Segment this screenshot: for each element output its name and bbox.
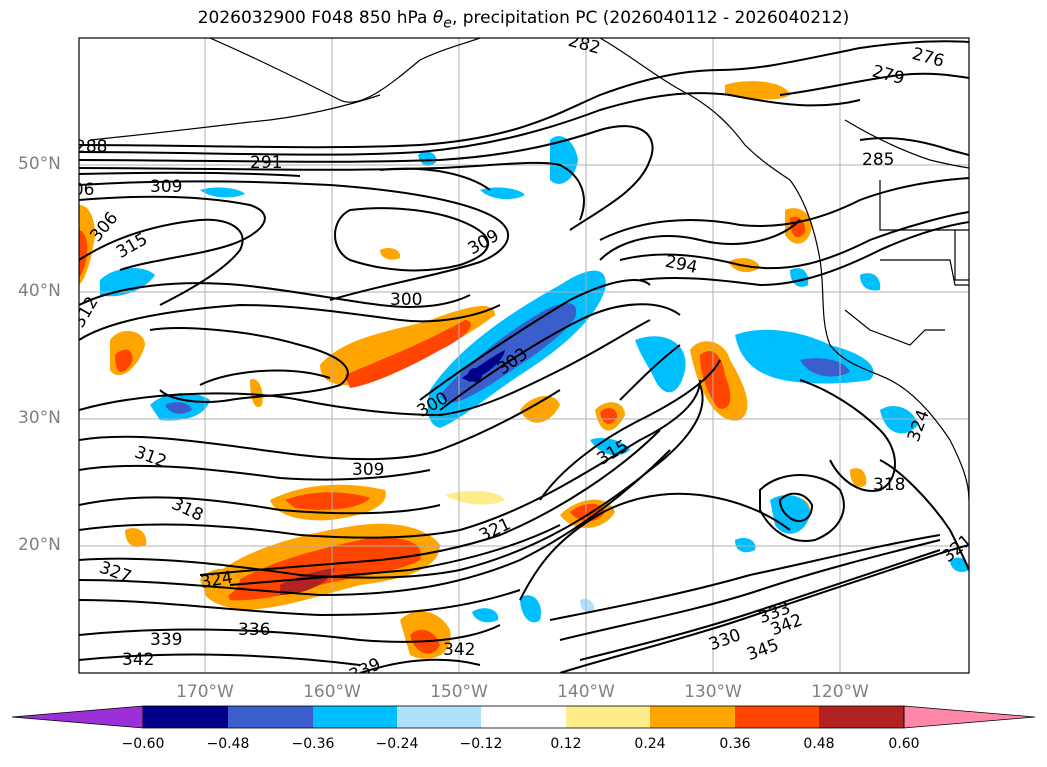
colorbar-bin	[735, 706, 819, 728]
contour-label: 285	[862, 150, 894, 170]
lon-label: 170°W	[176, 682, 234, 702]
colorbar-bin	[397, 706, 481, 728]
colorbar	[11, 705, 1036, 729]
plot-title: 2026032900 F048 850 hPa θe, precipitatio…	[0, 8, 1047, 31]
colorbar-bin	[228, 706, 313, 728]
contour-label: 309	[150, 177, 182, 197]
contour-label: 288	[75, 137, 107, 157]
lon-label: 150°W	[430, 682, 488, 702]
map-frame	[78, 37, 970, 674]
lat-label: 20°N	[18, 535, 61, 555]
lon-label: 130°W	[684, 682, 742, 702]
contour-label: 342	[443, 640, 475, 660]
lat-label: 50°N	[18, 154, 61, 174]
map-area: 282 276 279 288 291 285 306 309 306 315 …	[62, 38, 969, 673]
lon-label: 160°W	[303, 682, 361, 702]
theta-subscript: e	[443, 15, 452, 32]
theta-symbol: θ	[432, 8, 444, 28]
contour-label: 306	[62, 180, 94, 200]
contour-label: 336	[238, 620, 270, 640]
colorbar-over-arrow	[903, 705, 1036, 729]
colorbar-tick-label: 0.24	[634, 736, 666, 752]
theta-e-contours	[79, 40, 969, 673]
contour-label: 342	[122, 650, 154, 670]
colorbar-tick-label: 0.12	[550, 736, 582, 752]
contour-label: 318	[873, 475, 905, 495]
colorbar-tick-label: −0.48	[206, 736, 250, 752]
colorbar-tick-label: −0.60	[121, 736, 165, 752]
colorbar-bin	[819, 706, 904, 728]
colorbar-tick-label: −0.36	[291, 736, 335, 752]
colorbar-tick-label: 0.36	[719, 736, 751, 752]
title-suffix: , precipitation PC (2026040112 - 2026040…	[451, 8, 850, 28]
contour-label: 309	[352, 460, 384, 480]
title-prefix: 2026032900 F048 850 hPa	[197, 8, 433, 28]
lon-label: 120°W	[811, 682, 869, 702]
lat-label: 40°N	[18, 281, 61, 301]
colorbar-tick-label: −0.12	[459, 736, 503, 752]
colorbar-bin	[313, 706, 397, 728]
colorbar-bin	[650, 706, 735, 728]
contour-label: 300	[390, 290, 422, 310]
colorbar-tick-label: 0.48	[803, 736, 835, 752]
colorbar-under-arrow	[11, 705, 144, 729]
lon-label: 140°W	[557, 682, 615, 702]
colorbar-bin	[481, 706, 566, 728]
colorbar-tick-label: 0.60	[888, 736, 920, 752]
colorbar-tick-label: −0.24	[375, 736, 419, 752]
lat-label: 30°N	[18, 408, 61, 428]
contour-label: 291	[250, 153, 282, 173]
colorbar-bin	[143, 706, 228, 728]
colorbar-bin	[566, 706, 650, 728]
contour-label: 339	[150, 630, 182, 650]
